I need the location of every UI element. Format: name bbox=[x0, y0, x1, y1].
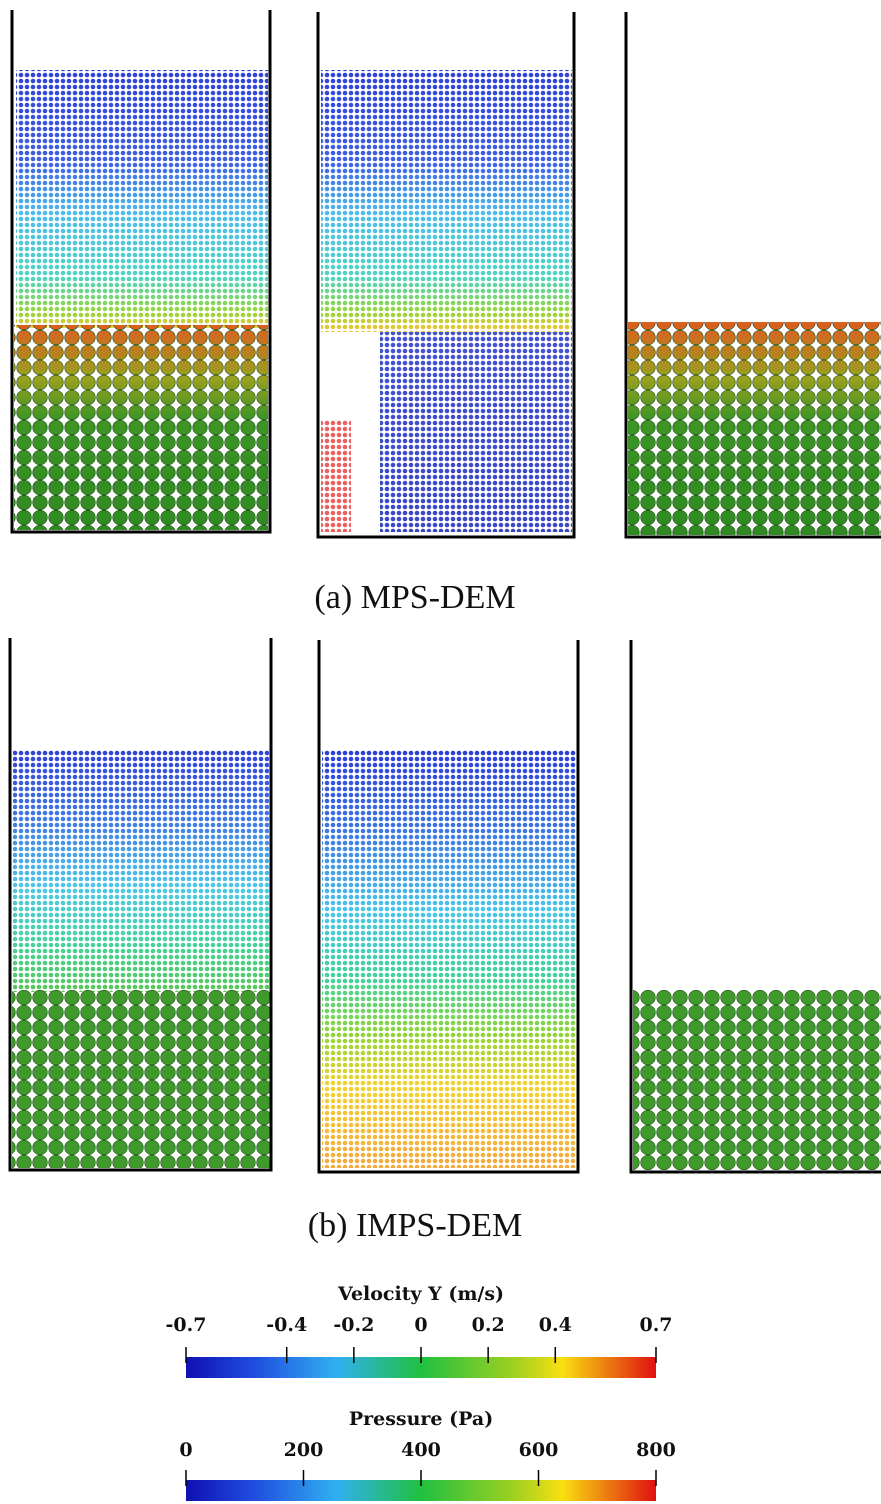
colorbar-title: Pressure (Pa) bbox=[349, 1408, 493, 1430]
colorbar-tick-label: -0.7 bbox=[166, 1314, 207, 1336]
figure: (a) MPS-DEM (b) IMPS-DEM Velocity Y (m/s… bbox=[0, 0, 881, 1504]
colorbar-tick-label: -0.2 bbox=[333, 1314, 374, 1336]
panel-a2 bbox=[318, 12, 574, 537]
colorbar-tick-label: 0 bbox=[414, 1314, 427, 1336]
colorbar-tick-label: 0 bbox=[179, 1439, 192, 1461]
colorbar-tick-label: 200 bbox=[284, 1439, 324, 1461]
colorbar-tick-label: 0.7 bbox=[639, 1314, 672, 1336]
colorbar-tick-label: 0.2 bbox=[472, 1314, 505, 1336]
colorbar-tick-label: 800 bbox=[636, 1439, 676, 1461]
colorbar-tick-label: 600 bbox=[519, 1439, 559, 1461]
colorbars: Velocity Y (m/s) -0.7 -0.4 -0.2 0 0.2 0.4 0.7 Pr… bbox=[166, 1283, 676, 1501]
panel-a3 bbox=[626, 12, 881, 537]
colorbar-tick-label: -0.4 bbox=[266, 1314, 307, 1336]
panel-a1 bbox=[12, 10, 270, 532]
colorbar-tick-label: 0.4 bbox=[539, 1314, 572, 1336]
caption: (b) IMPS-DEM bbox=[308, 1207, 522, 1244]
panel-b1 bbox=[10, 638, 271, 1170]
colorbar-tick-label: 400 bbox=[401, 1439, 441, 1461]
panel-b2 bbox=[319, 640, 578, 1172]
panel-b3 bbox=[631, 640, 881, 1172]
caption: (a) MPS-DEM bbox=[314, 579, 515, 616]
colorbar-title: Velocity Y (m/s) bbox=[337, 1283, 504, 1305]
